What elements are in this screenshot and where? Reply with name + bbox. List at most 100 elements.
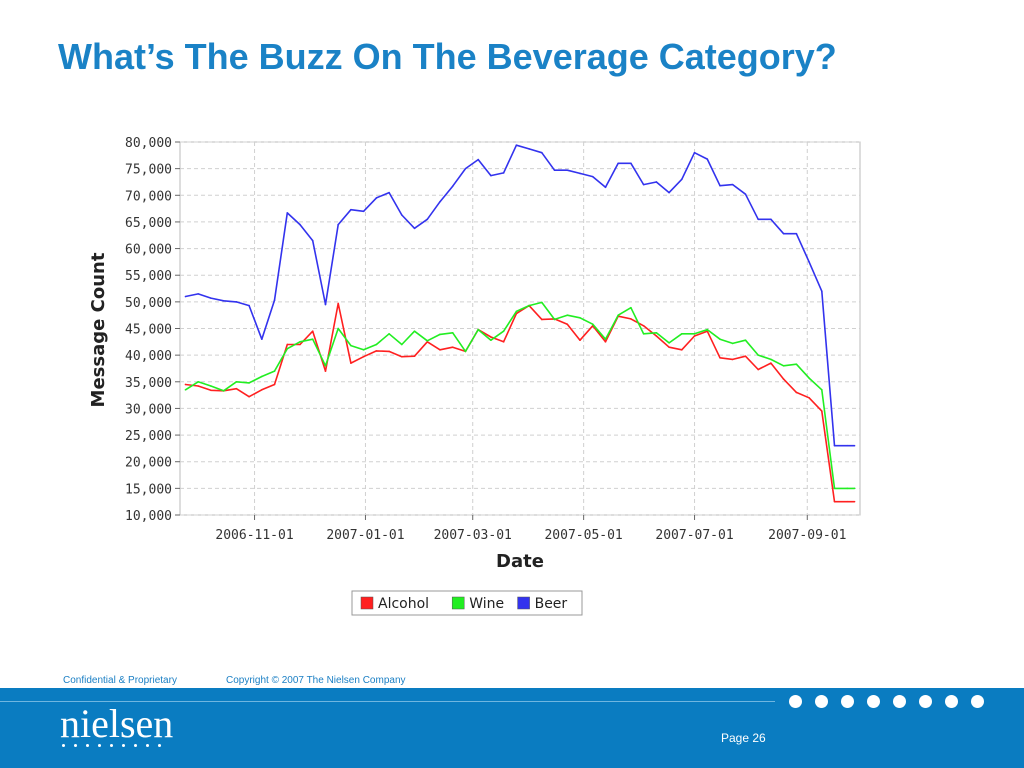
data-point-alcohol xyxy=(681,349,683,351)
y-tick-label: 60,000 xyxy=(125,243,172,258)
data-point-beer xyxy=(248,304,250,307)
data-point-wine xyxy=(744,339,747,342)
logo-dot xyxy=(98,744,101,747)
logo-dot xyxy=(158,744,161,747)
data-point-wine xyxy=(782,365,785,367)
data-point-wine xyxy=(222,390,225,392)
data-point-wine xyxy=(591,323,594,326)
data-point-alcohol xyxy=(184,383,187,386)
data-point-wine xyxy=(413,330,416,332)
data-point-beer xyxy=(553,169,556,172)
data-point-wine xyxy=(630,306,632,309)
y-tick-label: 55,000 xyxy=(125,269,172,284)
legend-label-alcohol: Alcohol xyxy=(378,596,429,612)
x-tick-label: 2007-07-01 xyxy=(655,528,733,543)
data-point-wine xyxy=(184,388,187,391)
data-point-beer xyxy=(681,178,683,181)
data-point-beer xyxy=(744,193,747,196)
data-point-wine xyxy=(401,343,403,346)
logo-dot xyxy=(134,744,137,747)
data-point-wine xyxy=(617,314,619,316)
data-point-wine xyxy=(693,333,696,335)
data-point-alcohol xyxy=(502,341,505,343)
footer-dot xyxy=(841,695,854,708)
legend-box xyxy=(351,590,583,616)
data-point-wine xyxy=(337,327,339,330)
data-point-wine xyxy=(731,342,734,345)
data-point-alcohol xyxy=(604,341,607,343)
footer-dot xyxy=(893,695,906,708)
y-tick-label: 20,000 xyxy=(125,456,172,471)
data-point-wine xyxy=(464,350,467,353)
data-point-alcohol xyxy=(286,343,289,346)
data-point-alcohol xyxy=(299,343,301,346)
data-point-alcohol xyxy=(757,368,759,371)
data-point-wine xyxy=(286,347,289,350)
data-point-beer xyxy=(490,174,492,177)
footer-band: nielsen Page 26 xyxy=(0,688,1024,768)
data-point-alcohol xyxy=(451,346,454,348)
data-point-beer xyxy=(184,295,187,298)
footer-dot xyxy=(789,695,802,708)
data-point-wine xyxy=(324,365,327,367)
data-point-wine xyxy=(299,341,301,343)
data-point-wine xyxy=(210,385,212,387)
data-point-beer xyxy=(591,175,594,178)
data-point-beer xyxy=(719,184,721,187)
footer-dots xyxy=(789,695,984,708)
data-point-wine xyxy=(439,333,441,336)
data-point-alcohol xyxy=(846,500,849,503)
data-point-wine xyxy=(642,333,645,335)
data-point-beer xyxy=(706,158,709,160)
confidential-label: Confidential & Proprietary xyxy=(63,675,177,686)
x-axis-label: Date xyxy=(496,551,544,572)
data-point-beer xyxy=(821,290,823,292)
y-tick-label: 45,000 xyxy=(125,323,172,338)
x-tick-label: 2007-01-01 xyxy=(326,528,404,543)
copyright-label: Copyright © 2007 The Nielsen Company xyxy=(226,675,406,686)
footer-dot xyxy=(815,695,828,708)
legend-label-beer: Beer xyxy=(535,596,568,612)
data-point-beer xyxy=(235,301,238,303)
data-point-wine xyxy=(846,487,849,490)
data-point-beer xyxy=(693,151,696,154)
data-point-wine xyxy=(273,370,276,372)
data-point-beer xyxy=(273,299,276,302)
data-point-beer xyxy=(782,232,785,235)
data-point-alcohol xyxy=(337,302,339,305)
data-point-wine xyxy=(681,333,683,335)
data-point-alcohol xyxy=(770,362,772,364)
data-point-wine xyxy=(197,380,199,383)
data-point-wine xyxy=(808,377,810,379)
data-point-alcohol xyxy=(261,388,263,391)
data-point-beer xyxy=(668,191,670,194)
data-point-beer xyxy=(451,185,454,188)
data-point-wine xyxy=(719,338,721,340)
data-point-beer xyxy=(261,338,263,340)
data-point-beer xyxy=(655,181,658,183)
data-point-alcohol xyxy=(655,335,658,337)
data-point-alcohol xyxy=(324,370,327,372)
data-point-alcohol xyxy=(668,346,670,348)
data-point-alcohol xyxy=(808,396,810,399)
nielsen-logo: nielsen xyxy=(60,701,174,746)
data-point-alcohol xyxy=(413,355,416,358)
data-point-beer xyxy=(388,191,390,194)
y-tick-label: 25,000 xyxy=(125,429,172,444)
data-point-alcohol xyxy=(541,318,543,321)
series-line-beer xyxy=(185,144,855,447)
data-point-beer xyxy=(413,227,416,230)
legend: Alcohol Wine Beer xyxy=(351,590,583,616)
footer-divider xyxy=(0,701,775,702)
footer-dot xyxy=(971,695,984,708)
data-point-beer xyxy=(439,200,441,203)
data-point-beer xyxy=(362,210,365,213)
data-point-wine xyxy=(757,354,759,356)
data-point-beer xyxy=(210,297,212,299)
data-point-alcohol xyxy=(782,378,785,380)
data-point-wine xyxy=(604,338,607,340)
data-point-alcohol xyxy=(719,357,721,359)
data-point-beer xyxy=(731,183,734,186)
x-tick-label: 2007-03-01 xyxy=(434,528,512,543)
data-point-wine xyxy=(579,317,581,319)
